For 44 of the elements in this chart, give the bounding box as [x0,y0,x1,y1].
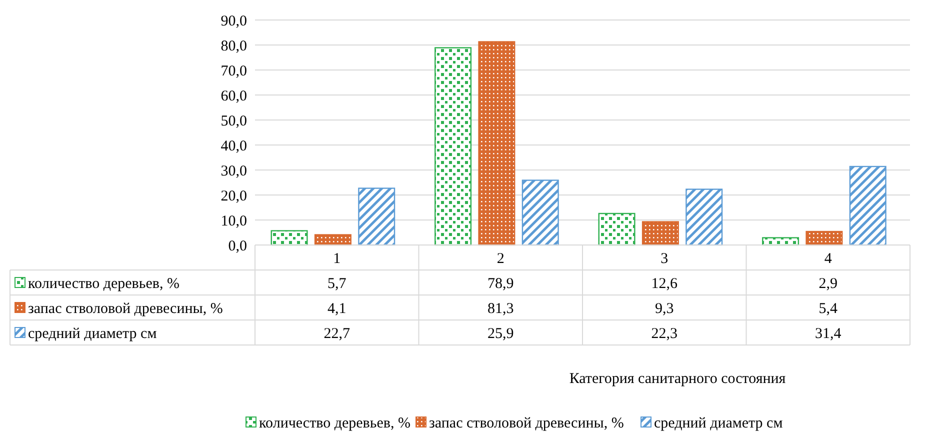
y-tick-label: 40,0 [220,138,247,154]
y-tick-label: 10,0 [220,213,247,230]
y-tick-label: 50,0 [220,113,247,130]
data-label: 25,9 [488,326,514,342]
bar [270,230,308,246]
bar [642,221,679,246]
bar [358,188,396,246]
y-tick-label: 70,0 [220,63,247,80]
x-tick-label: 4 [824,250,832,267]
y-tick-label: 60,0 [220,88,247,104]
data-label: 12,6 [651,276,678,292]
text: средний диаметр см [28,326,157,342]
y-tick-label: 30,0 [220,163,247,180]
bar [478,41,516,246]
y-tick-label: 90,0 [220,13,247,30]
legend-label: количество деревьев, % [28,276,180,292]
text: количество деревьев, % [259,415,410,432]
y-tick-label: 80,0 [220,38,247,54]
data-label: 5,4 [818,300,838,317]
data-label: 2,9 [818,276,838,292]
bar [849,166,886,246]
bar [314,234,352,246]
x-tick-label: 3 [660,250,668,267]
x-tick-label: 2 [496,250,504,267]
bar [686,188,723,246]
text: Категория санитарного состояния [569,371,786,387]
data-label: 81,3 [488,300,514,317]
data-label: 78,9 [488,276,514,292]
y-tick-label: 0,0 [228,238,247,254]
bar [522,180,559,246]
legend-label: средний диаметр см [654,415,784,432]
bar [434,47,472,246]
data-label: 5,7 [328,276,347,292]
data-label: 9,3 [655,300,674,317]
x-tick-label: 1 [333,250,341,267]
bar [806,230,843,246]
data-label: 31,4 [815,326,842,342]
data-label: 4,1 [328,300,346,317]
bar [598,212,636,246]
y-tick-label: 20,0 [220,188,247,204]
legend-label: запас стволовой древесины, % [28,300,223,317]
data-label: 22,3 [651,326,678,342]
data-label: 22,7 [324,326,350,342]
text: запас стволовой древесины, % [429,415,624,432]
